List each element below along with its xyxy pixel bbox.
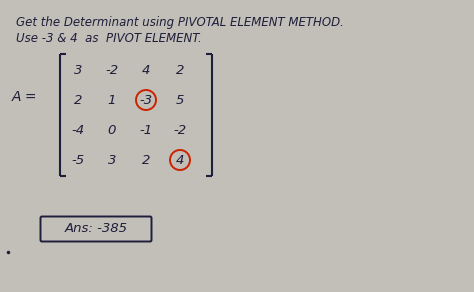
Text: Get the Determinant using PIVOTAL ELEMENT METHOD.: Get the Determinant using PIVOTAL ELEMEN… [16, 16, 344, 29]
Text: -4: -4 [72, 124, 84, 136]
Text: 1: 1 [108, 93, 116, 107]
Text: -2: -2 [105, 63, 118, 77]
Text: -1: -1 [139, 124, 153, 136]
Text: 5: 5 [176, 93, 184, 107]
Text: Use -3 & 4  as  PIVOT ELEMENT.: Use -3 & 4 as PIVOT ELEMENT. [16, 32, 202, 45]
Text: 3: 3 [108, 154, 116, 166]
Text: -3: -3 [139, 93, 153, 107]
FancyBboxPatch shape [40, 216, 152, 241]
Text: 2: 2 [74, 93, 82, 107]
Text: 2: 2 [176, 63, 184, 77]
Text: 2: 2 [142, 154, 150, 166]
Text: 4: 4 [142, 63, 150, 77]
Text: 4: 4 [176, 154, 184, 166]
Text: Ans: -385: Ans: -385 [64, 223, 128, 236]
Text: 0: 0 [108, 124, 116, 136]
Text: -5: -5 [72, 154, 84, 166]
Text: A =: A = [12, 90, 37, 104]
Text: -2: -2 [173, 124, 187, 136]
Text: 3: 3 [74, 63, 82, 77]
